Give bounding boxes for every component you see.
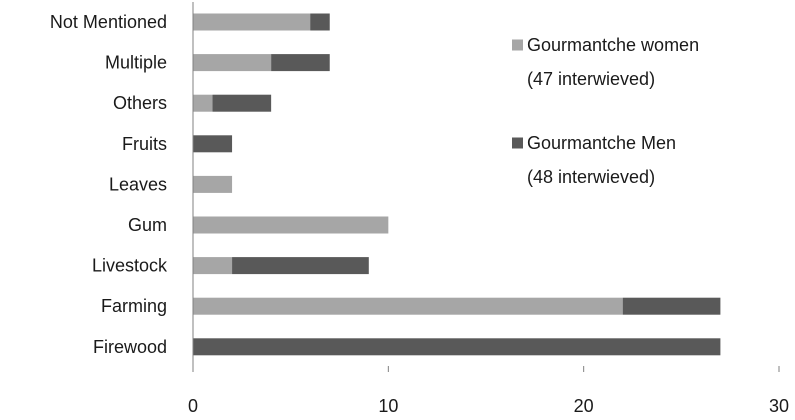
bar-multiple-men — [271, 54, 330, 72]
legend-label-women-count: (47 interwieved) — [527, 69, 655, 89]
category-labels: Not Mentioned Multiple Others Fruits Leaves G… — [50, 12, 168, 357]
category-label: Others — [113, 93, 167, 113]
x-axis-ticks: 0 10 20 30 — [188, 366, 789, 416]
category-label: Firewood — [93, 337, 167, 357]
bars-group — [193, 13, 721, 356]
category-label: Leaves — [109, 174, 167, 194]
x-tick-label: 20 — [574, 396, 594, 416]
bar-not-mentioned-women — [193, 13, 311, 31]
bar-farming-men — [622, 297, 721, 315]
category-label: Multiple — [105, 53, 167, 73]
legend-label-men: Gourmantche Men — [527, 133, 676, 153]
bar-others-women — [193, 94, 213, 112]
bar-fruits-men — [193, 135, 233, 153]
bar-leaves-women — [193, 175, 233, 193]
bar-multiple-women — [193, 54, 272, 72]
bar-others-men — [212, 94, 272, 112]
bar-livestock-men — [232, 257, 369, 275]
x-tick-label: 30 — [769, 396, 789, 416]
legend-swatch-men — [512, 137, 523, 149]
category-label: Gum — [128, 215, 167, 235]
bar-not-mentioned-men — [310, 13, 330, 31]
bar-farming-women — [193, 297, 623, 315]
legend-label-men-count: (48 interwieved) — [527, 167, 655, 187]
category-label: Fruits — [122, 134, 167, 154]
category-label: Not Mentioned — [50, 12, 167, 32]
legend-swatch-women — [512, 39, 523, 51]
bar-gum-women — [193, 216, 389, 234]
bar-firewood-men — [193, 338, 721, 356]
bar-livestock-women — [193, 257, 233, 275]
x-tick-label: 10 — [378, 396, 398, 416]
legend: Gourmantche women (47 interwieved) Gourm… — [512, 35, 699, 187]
legend-label-women: Gourmantche women — [527, 35, 699, 55]
x-tick-label: 0 — [188, 396, 198, 416]
category-label: Livestock — [92, 256, 168, 276]
category-label: Farming — [101, 296, 167, 316]
